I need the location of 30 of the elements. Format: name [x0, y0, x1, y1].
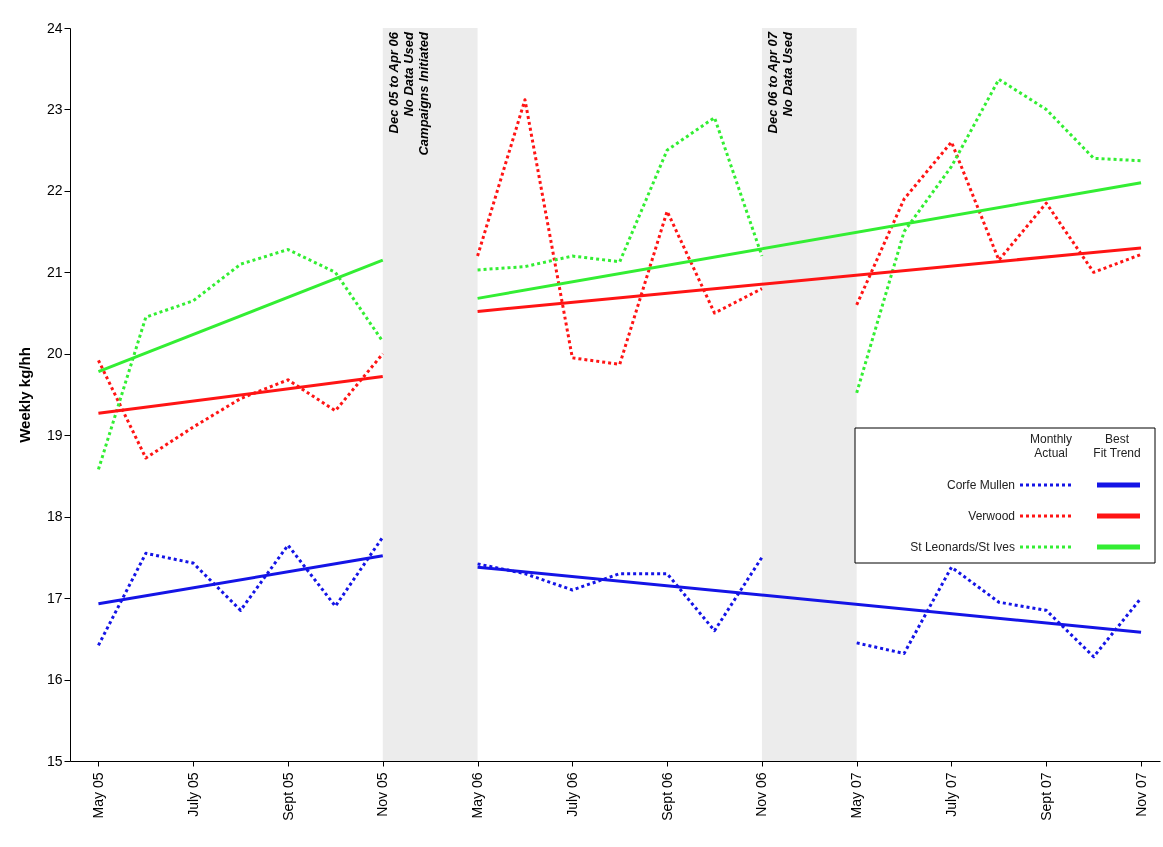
- y-tick-label: 19: [46, 426, 63, 443]
- legend-label: St Leonards/St Ives: [910, 540, 1015, 554]
- y-tick-label: 23: [46, 100, 63, 117]
- y-tick-label: 24: [46, 19, 63, 36]
- x-tick-label: Sept 07: [1037, 772, 1054, 821]
- band-label: Dec 06 to Apr 07 No Data Used: [764, 30, 795, 134]
- y-tick-label: 21: [46, 263, 63, 280]
- band-label: Dec 05 to Apr 06 No Data Used Campaigns Initiated: [385, 30, 431, 156]
- y-axis-title: Weekly kg/hh: [15, 347, 33, 443]
- x-tick-label: July 05: [184, 772, 201, 817]
- x-tick-label: Nov 05: [374, 772, 391, 817]
- y-tick-label: 20: [46, 345, 63, 362]
- y-tick-label: 17: [46, 589, 63, 606]
- y-tick-label: 15: [46, 752, 63, 769]
- x-tick-label: May 06: [469, 772, 486, 819]
- x-tick-label: Sept 05: [279, 772, 296, 821]
- annotation: Monthly Actual: [1029, 432, 1073, 460]
- x-tick-label: Sept 06: [658, 772, 675, 821]
- y-tick-label: 18: [46, 508, 63, 525]
- y-tick-label: 16: [46, 671, 63, 688]
- x-tick-label: May 07: [848, 772, 865, 819]
- y-tick-label: 22: [46, 182, 63, 199]
- x-tick-label: July 06: [563, 772, 580, 817]
- legend-label: Corfe Mullen: [946, 478, 1015, 492]
- x-tick-label: July 07: [942, 772, 959, 817]
- x-tick-label: Nov 07: [1132, 772, 1149, 817]
- legend-label: Verwood: [968, 509, 1015, 523]
- annotation: Best Fit Trend: [1093, 432, 1141, 460]
- x-tick-label: May 05: [89, 772, 106, 819]
- x-tick-label: Nov 06: [753, 772, 770, 817]
